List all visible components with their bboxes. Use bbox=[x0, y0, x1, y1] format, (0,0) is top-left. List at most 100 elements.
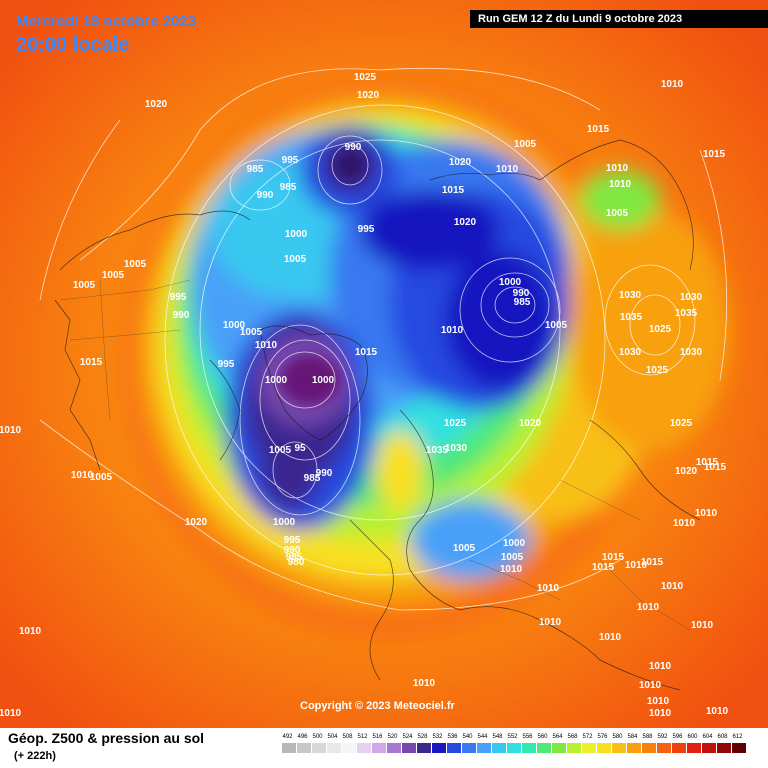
pressure-label: 1010 bbox=[500, 564, 523, 575]
pressure-label: 985 bbox=[304, 473, 321, 484]
dark-centers bbox=[280, 149, 366, 405]
pressure-label: 1015 bbox=[80, 357, 103, 368]
pressure-label: 95 bbox=[294, 443, 306, 454]
pressure-label: 1010 bbox=[496, 164, 519, 175]
forecast-time: 20:00 locale bbox=[16, 34, 130, 56]
pressure-label: 1005 bbox=[124, 259, 147, 270]
scale-swatch bbox=[717, 743, 731, 753]
pressure-label: 1035 bbox=[426, 445, 449, 456]
pressure-label: 1015 bbox=[602, 552, 625, 563]
scale-swatch bbox=[282, 743, 296, 753]
scale-swatch bbox=[447, 743, 461, 753]
pressure-label: 1000 bbox=[312, 375, 335, 386]
scale-label: 516 bbox=[372, 734, 383, 740]
scale-label: 584 bbox=[627, 734, 638, 740]
scale-swatch bbox=[462, 743, 476, 753]
pressure-label: 1005 bbox=[269, 445, 292, 456]
pressure-label: 1010 bbox=[441, 325, 464, 336]
pressure-label: 995 bbox=[218, 359, 235, 370]
scale-label: 540 bbox=[462, 734, 473, 740]
pressure-label: 1015 bbox=[703, 149, 726, 160]
run-info: Run GEM 12 Z du Lundi 9 octobre 2023 bbox=[470, 10, 768, 28]
pressure-label: 1010 bbox=[539, 617, 562, 628]
scale-label: 544 bbox=[477, 734, 488, 740]
pressure-label: 1025 bbox=[649, 324, 672, 335]
scale-label: 532 bbox=[432, 734, 443, 740]
pressure-label: 1020 bbox=[145, 99, 168, 110]
pressure-label: 1030 bbox=[445, 443, 468, 454]
pressure-label: 1025 bbox=[670, 418, 693, 429]
scale-label: 596 bbox=[672, 734, 683, 740]
pressure-label: 1025 bbox=[646, 365, 669, 376]
pressure-label: 1020 bbox=[357, 90, 380, 101]
scale-swatch bbox=[387, 743, 401, 753]
pressure-label: 1010 bbox=[19, 626, 42, 637]
scale-label: 536 bbox=[447, 734, 458, 740]
pressure-label: 1005 bbox=[545, 320, 568, 331]
scale-label: 500 bbox=[312, 734, 323, 740]
pressure-label: 985 bbox=[286, 552, 303, 563]
pressure-label: 1010 bbox=[609, 179, 632, 190]
scale-swatch bbox=[582, 743, 596, 753]
pressure-label: 1020 bbox=[185, 517, 208, 528]
pressure-label: 1010 bbox=[649, 661, 672, 672]
pressure-label: 1015 bbox=[592, 562, 615, 573]
pressure-label: 1000 bbox=[273, 517, 296, 528]
scale-swatch bbox=[567, 743, 581, 753]
scale-swatch bbox=[357, 743, 371, 753]
copyright: Copyright © 2023 Meteociel.fr bbox=[300, 700, 455, 712]
scale-swatch bbox=[627, 743, 641, 753]
pressure-label: 1010 bbox=[691, 620, 714, 631]
pressure-label: 990 bbox=[513, 288, 530, 299]
pressure-label: 1025 bbox=[444, 418, 467, 429]
pressure-label: 1030 bbox=[619, 290, 642, 301]
scale-swatch bbox=[672, 743, 686, 753]
legend-title: Géop. Z500 & pression au sol bbox=[8, 730, 205, 746]
pressure-label: 1015 bbox=[355, 347, 378, 358]
scale-swatch bbox=[432, 743, 446, 753]
scale-swatch bbox=[537, 743, 551, 753]
legend-subtitle: (+ 222h) bbox=[14, 750, 56, 762]
pressure-label: 980 bbox=[288, 557, 305, 568]
pressure-label: 1020 bbox=[519, 418, 542, 429]
pressure-label: 985 bbox=[247, 164, 264, 175]
scale-label: 592 bbox=[657, 734, 668, 740]
scale-label: 576 bbox=[597, 734, 608, 740]
pressure-label: 1010 bbox=[661, 79, 684, 90]
pressure-label: 1010 bbox=[706, 706, 729, 717]
scale-label: 548 bbox=[492, 734, 503, 740]
pressure-label: 995 bbox=[170, 292, 187, 303]
scale-label: 600 bbox=[687, 734, 698, 740]
scale-swatch bbox=[642, 743, 656, 753]
scale-swatch bbox=[657, 743, 671, 753]
pressure-label: 1030 bbox=[680, 347, 703, 358]
scale-label: 560 bbox=[537, 734, 548, 740]
forecast-date: Mercredi 18 octobre 2023 bbox=[16, 13, 197, 30]
scale-swatch bbox=[552, 743, 566, 753]
geopotential-map: 1025 1020 1020 1010 1015 1015 1005 1020 1010 1010… bbox=[0, 0, 768, 728]
scale-swatch bbox=[297, 743, 311, 753]
borders bbox=[59, 279, 691, 631]
pressure-label: 1020 bbox=[454, 217, 477, 228]
pressure-label: 1010 bbox=[625, 560, 648, 571]
scale-label: 508 bbox=[342, 734, 353, 740]
pressure-label: 1000 bbox=[223, 320, 246, 331]
scale-label: 512 bbox=[357, 734, 368, 740]
scale-label: 496 bbox=[297, 734, 308, 740]
scale-label: 612 bbox=[732, 734, 743, 740]
scale-swatch bbox=[327, 743, 341, 753]
scale-label: 520 bbox=[387, 734, 398, 740]
scale-swatch bbox=[597, 743, 611, 753]
scale-label: 504 bbox=[327, 734, 338, 740]
pressure-label: 1010 bbox=[695, 508, 718, 519]
scale-label: 528 bbox=[417, 734, 428, 740]
pressure-label: 1015 bbox=[587, 124, 610, 135]
pressure-label: 1015 bbox=[696, 457, 719, 468]
pressure-label: 1020 bbox=[449, 157, 472, 168]
pressure-label: 1035 bbox=[675, 308, 698, 319]
scale-label: 564 bbox=[552, 734, 563, 740]
pressure-label: 1000 bbox=[265, 375, 288, 386]
pressure-label: 1020 bbox=[675, 466, 698, 477]
